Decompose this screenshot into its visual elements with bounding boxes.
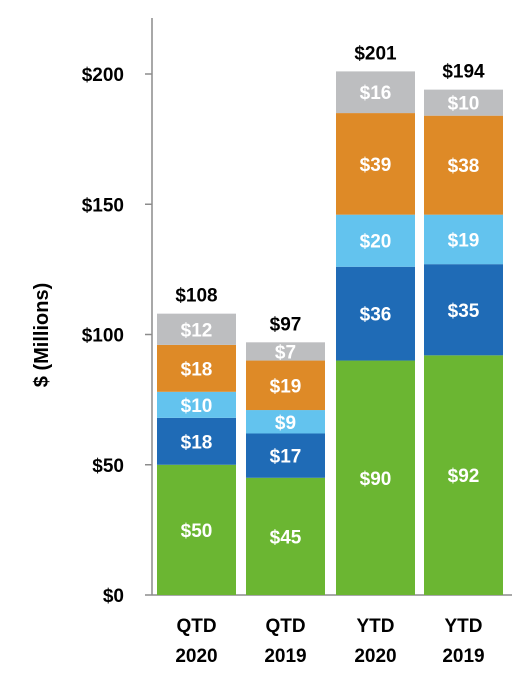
bar-segment	[336, 266, 415, 361]
y-tick-label: $150	[82, 195, 124, 216]
segment-value-label: $10	[181, 396, 213, 417]
bar-segment	[246, 360, 325, 411]
total-value-label: $108	[175, 286, 217, 307]
segment-value-label: $12	[181, 320, 213, 341]
x-tick-label: 2019	[264, 646, 306, 667]
segment-value-label: $38	[448, 156, 480, 177]
bar-segment	[246, 342, 325, 361]
bar-segment	[157, 344, 236, 392]
segment-value-label: $50	[181, 521, 213, 542]
bars	[157, 71, 503, 595]
segment-value-label: $45	[270, 527, 302, 548]
bar-segment	[336, 360, 415, 595]
bar-segment	[424, 214, 503, 265]
y-tick-label: $200	[82, 65, 124, 86]
bar-segment	[157, 464, 236, 595]
segment-value-label: $10	[448, 94, 480, 115]
bar-segment	[424, 115, 503, 215]
segment-value-label: $36	[360, 305, 392, 326]
total-value-label: $97	[270, 314, 302, 335]
segment-value-label: $16	[360, 83, 392, 104]
y-axis-label: $ (Millions)	[31, 283, 53, 387]
x-tick-label: YTD	[357, 616, 395, 637]
bar-segment	[336, 113, 415, 215]
bar-segment	[424, 264, 503, 356]
x-tick-label: YTD	[445, 616, 483, 637]
bar-segment	[157, 313, 236, 345]
y-tick-label: $0	[103, 586, 124, 607]
segment-value-label: $9	[275, 413, 296, 434]
segment-value-label: $92	[448, 466, 480, 487]
bar-segment	[246, 477, 325, 595]
x-tick-label: 2020	[354, 646, 396, 667]
bar-segment	[246, 410, 325, 434]
bar-segment	[157, 391, 236, 418]
bar-segment	[157, 417, 236, 465]
total-value-label: $201	[354, 43, 397, 64]
x-tick-label: QTD	[265, 616, 305, 637]
segment-value-label: $19	[270, 376, 302, 397]
axes: $0 $50 $100 $150 $200 QTD 2020 QTD 2019 YTD 2020 YT…	[82, 18, 512, 667]
y-tick-label: $100	[82, 326, 124, 347]
bar-segment	[246, 433, 325, 478]
segment-value-label: $20	[360, 232, 392, 253]
segment-value-label: $19	[448, 230, 480, 251]
labels: $50 $18 $10 $18 $12 $108 $45 $17 $9 $19 $7 $97 $90 $3…	[175, 43, 485, 548]
segment-value-label: $7	[275, 342, 296, 363]
y-tick-label: $50	[92, 456, 124, 477]
segment-value-label: $18	[181, 359, 213, 380]
bar-segment	[424, 355, 503, 595]
x-tick-label: 2019	[442, 646, 484, 667]
bar-segment	[336, 71, 415, 114]
segment-value-label: $17	[270, 447, 302, 468]
segment-value-label: $39	[360, 155, 392, 176]
x-tick-label: 2020	[175, 646, 217, 667]
total-value-label: $194	[442, 62, 485, 83]
bar-segment	[424, 89, 503, 116]
segment-value-label: $90	[360, 469, 392, 490]
segment-value-label: $18	[181, 432, 213, 453]
segment-value-label: $35	[448, 301, 480, 322]
bar-segment	[336, 214, 415, 267]
x-tick-label: QTD	[176, 616, 216, 637]
